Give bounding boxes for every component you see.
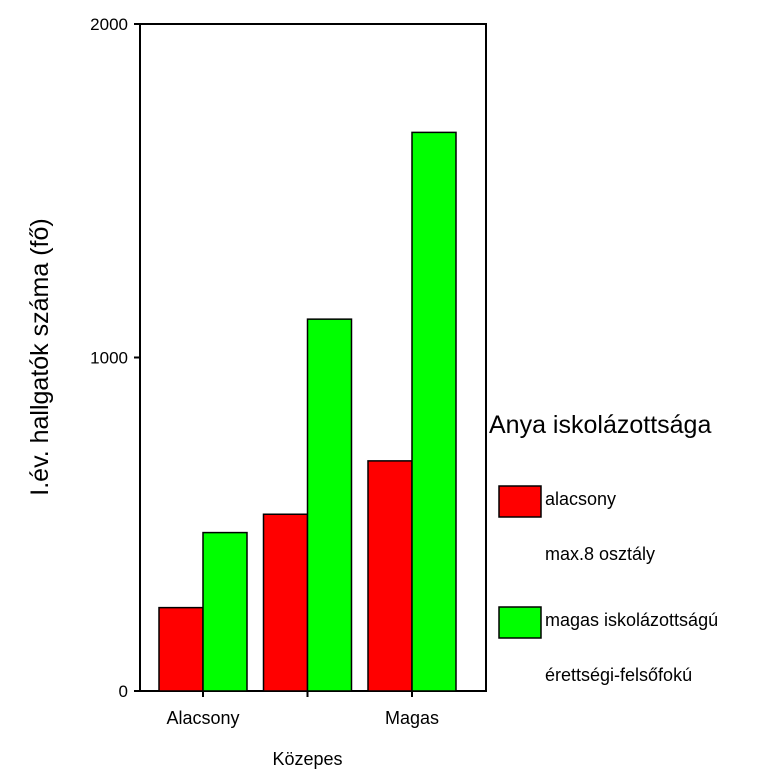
y-axis-label: I.év. hallgatók száma (fő) — [26, 218, 54, 495]
legend-label-2-line-2: érettségi-felsőfokú — [545, 665, 692, 685]
x-tick-label-kozepes: Közepes — [272, 749, 342, 769]
y-axis: 0 1000 2000 — [90, 15, 140, 701]
y-tick-label-0: 0 — [119, 682, 128, 701]
legend-label-1-line-2: max.8 osztály — [545, 544, 655, 564]
y-tick-label-1000: 1000 — [90, 349, 128, 368]
bar-magas-series-1 — [367, 460, 413, 692]
legend-swatch-2 — [498, 606, 542, 639]
legend: alacsony max.8 osztály magas iskolázottság… — [498, 485, 718, 685]
bar-kozepes-series-1 — [262, 513, 309, 692]
legend-title: Anya iskolázottsága — [489, 411, 711, 439]
bar-alacsony-series-2 — [202, 531, 248, 692]
legend-label-1-line-1: alacsony — [545, 489, 616, 509]
y-tick-label-2000: 2000 — [90, 15, 128, 34]
bar-alacsony-series-1 — [158, 606, 204, 692]
bars — [158, 131, 457, 692]
x-axis: Alacsony Közepes Magas — [166, 691, 439, 769]
legend-swatch-1 — [498, 485, 542, 518]
legend-label-2-line-1: magas iskolázottságú — [545, 610, 718, 630]
bar-kozepes-series-2 — [306, 318, 353, 692]
x-tick-label-magas: Magas — [385, 708, 439, 728]
bar-magas-series-2 — [411, 131, 457, 692]
x-tick-label-alacsony: Alacsony — [166, 708, 239, 728]
